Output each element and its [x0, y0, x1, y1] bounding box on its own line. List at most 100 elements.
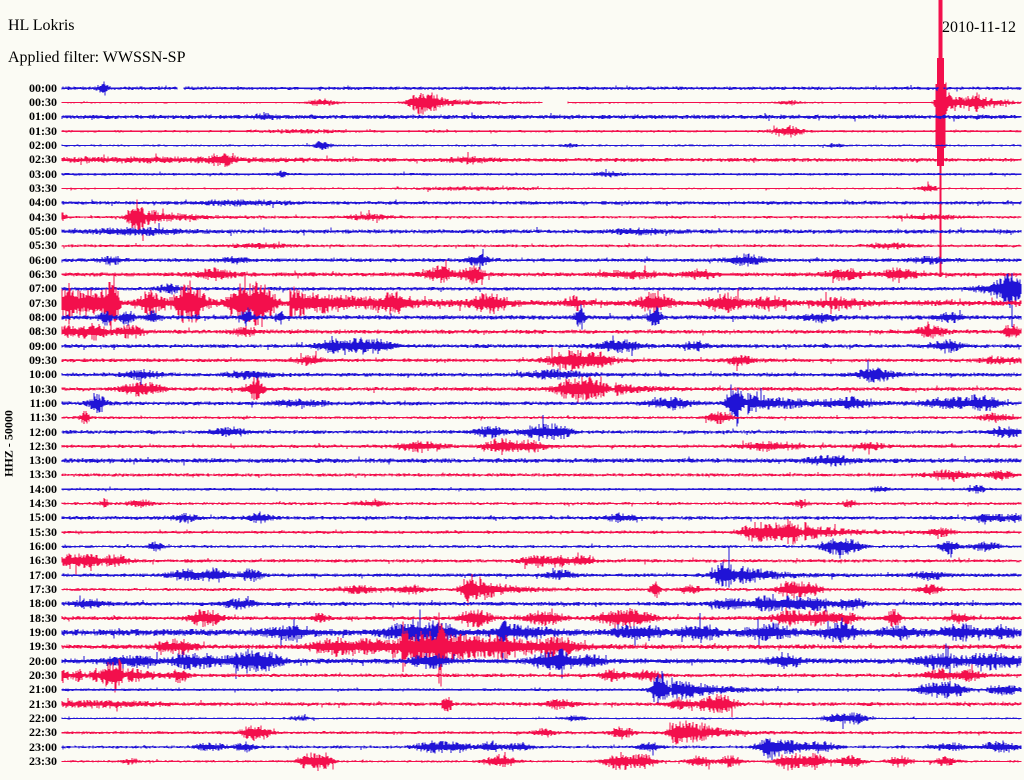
filter-label: Applied filter: WWSSN-SP: [8, 49, 186, 66]
trace-row-0100: [61, 112, 1022, 122]
trace-row-2130: [61, 694, 1022, 717]
trace-row-1900: [61, 609, 1022, 659]
trace-row-0400: [61, 199, 1022, 209]
row-time-label: 10:00: [29, 367, 57, 382]
row-time-label: 01:00: [29, 109, 57, 124]
trace-row-0200: [61, 141, 1022, 151]
trace-row-1000: [61, 359, 1022, 386]
trace-row-1030: [61, 376, 1022, 403]
trace-row-1500: [61, 511, 1022, 525]
row-time-label: 07:30: [29, 295, 57, 310]
trace-row-0500: [61, 222, 1022, 237]
trace-row-1430: [61, 497, 1022, 509]
trace-row-1230: [61, 438, 1022, 455]
trace-row-0130: [61, 125, 1022, 138]
row-time-label: 08:30: [29, 324, 57, 339]
row-time-label: 15:30: [29, 524, 57, 539]
row-time-label: 03:00: [29, 166, 57, 181]
trace-row-1400: [61, 484, 1022, 494]
row-time-label: 05:30: [29, 238, 57, 253]
row-time-label: 20:30: [29, 667, 57, 682]
row-time-label: 20:00: [29, 653, 57, 668]
trace-row-2000: [61, 643, 1022, 680]
trace-row-1200: [61, 415, 1022, 441]
row-time-label: 21:30: [29, 696, 57, 711]
trace-row-1800: [61, 594, 1022, 612]
trace-row-0700: [61, 273, 1022, 327]
row-time-label: 12:30: [29, 438, 57, 453]
row-time-label: 12:00: [29, 424, 57, 439]
row-time-label: 13:00: [29, 453, 57, 468]
trace-row-2230: [61, 720, 1022, 745]
trace-row-1600: [61, 538, 1022, 559]
row-time-label: 00:30: [29, 95, 57, 110]
trace-row-0230: [61, 152, 1022, 168]
trace-row-2100: [61, 671, 1022, 704]
trace-row-0430: [61, 199, 1022, 241]
trace-row-1530: [61, 518, 1022, 545]
trace-row-0900: [61, 335, 1022, 356]
trace-row-2330: [61, 752, 1022, 771]
trace-row-1700: [61, 549, 1022, 588]
row-time-label: 09:30: [29, 352, 57, 367]
row-time-label: 23:30: [29, 753, 57, 768]
row-time-label: 10:30: [29, 381, 57, 396]
row-time-label: 19:30: [29, 639, 57, 654]
trace-row-1930: [61, 612, 1022, 687]
row-time-label: 16:30: [29, 553, 57, 568]
row-time-label: 23:00: [29, 739, 57, 754]
trace-row-1830: [61, 607, 1022, 628]
trace-row-1630: [61, 552, 1022, 575]
station-title: HL Lokris: [8, 17, 75, 34]
trace-row-0330: [61, 181, 1022, 192]
trace-row-2030: [61, 659, 1022, 693]
row-time-label: 11:30: [29, 410, 57, 425]
trace-row-2200: [61, 712, 1022, 730]
row-time-label: 18:30: [29, 610, 57, 625]
row-time-label: 06:00: [29, 252, 57, 267]
row-time-label: 08:00: [29, 309, 57, 324]
row-time-label: 04:00: [29, 195, 57, 210]
row-time-label: 22:30: [29, 725, 57, 740]
row-time-label: 06:30: [29, 267, 57, 281]
row-time-label: 02:30: [29, 152, 57, 167]
row-time-label: 05:00: [29, 224, 57, 238]
row-time-label: 16:00: [29, 539, 57, 553]
row-time-label: 02:00: [29, 138, 57, 153]
row-time-label: 13:30: [29, 467, 57, 482]
trace-row-0800: [61, 304, 1022, 330]
row-time-label: 18:00: [29, 596, 57, 611]
row-time-label: 21:00: [29, 682, 57, 697]
trace-row-0930: [61, 347, 1022, 372]
row-time-label: 01:30: [29, 123, 57, 138]
trace-row-0630: [61, 260, 1022, 286]
trace-row-1330: [61, 469, 1022, 482]
row-time-label: 03:30: [29, 181, 57, 195]
trace-row-0830: [61, 321, 1022, 341]
record-date: 2010-11-12: [941, 19, 1016, 36]
trace-row-1100: [61, 384, 1022, 427]
row-time-label: 00:00: [29, 80, 57, 95]
row-time-label: 17:00: [29, 567, 57, 582]
trace-row-0300: [61, 169, 1022, 178]
trace-row-0730: [61, 271, 1022, 334]
trace-row-0600: [61, 249, 1022, 270]
row-time-label: 09:00: [29, 338, 57, 353]
trace-row-2300: [61, 738, 1022, 760]
row-time-label: 04:30: [29, 209, 57, 224]
row-time-label: 15:00: [29, 510, 57, 525]
trace-row-1730: [61, 573, 1022, 606]
trace-row-0030: [61, 70, 1022, 133]
row-time-label: 14:30: [29, 496, 57, 511]
row-time-label: 19:00: [29, 625, 57, 639]
trace-row-1300: [61, 455, 1022, 467]
trace-row-1130: [61, 410, 1022, 425]
row-time-label: 17:30: [29, 582, 57, 596]
row-time-label: 14:00: [29, 481, 57, 496]
row-time-label: 22:00: [29, 710, 57, 725]
row-time-label: 07:00: [29, 281, 57, 296]
row-time-label: 11:00: [29, 395, 57, 410]
trace-row-0000: [61, 81, 1022, 96]
